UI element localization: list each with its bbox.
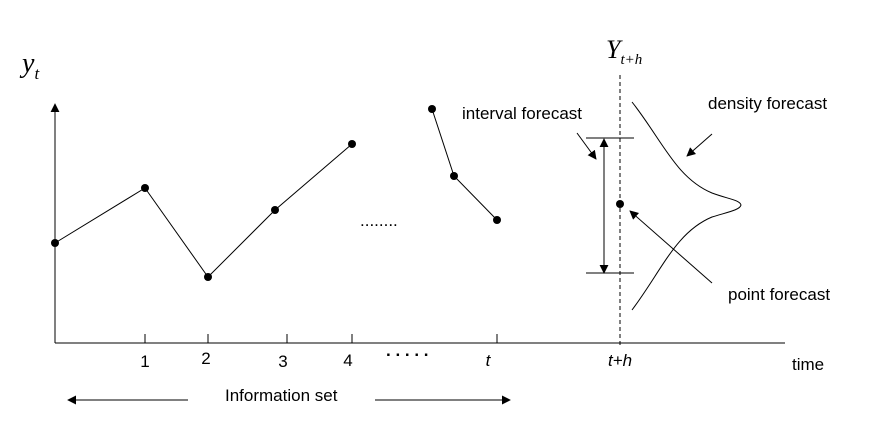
data-point (493, 216, 501, 224)
density-forecast-label: density forecast (708, 94, 827, 113)
observed-series-line (54, 143, 353, 278)
y-axis-label: yt (19, 48, 40, 83)
data-point (51, 239, 59, 247)
tick-label-t: t (486, 351, 492, 370)
interval-forecast-label: interval forecast (462, 104, 582, 123)
data-point (428, 105, 436, 113)
point-forecast-dot (616, 200, 624, 208)
tick-label-1: 1 (140, 352, 149, 371)
point-annotation-arrow (629, 210, 713, 284)
ellipsis-axis: . . . . . (386, 341, 429, 360)
time-axis-label: time (792, 355, 824, 374)
ellipsis-series: ........ (360, 211, 398, 230)
point-forecast-label: point forecast (728, 285, 830, 304)
density-forecast-curve (631, 101, 742, 311)
data-point (271, 206, 279, 214)
recent-series-line (431, 108, 498, 221)
density-annotation-arrow (686, 133, 713, 157)
data-point (204, 273, 212, 281)
data-point (141, 184, 149, 192)
data-point (348, 140, 356, 148)
tick-label-2: 2 (201, 349, 210, 368)
information-set-label: Information set (225, 386, 338, 405)
interval-annotation-arrow (576, 132, 597, 160)
tick-label-4: 4 (343, 351, 352, 370)
tick-label-3: 3 (278, 352, 287, 371)
tick-label-t-plus-h: t+h (608, 351, 632, 370)
data-point (450, 172, 458, 180)
future-value-label: Yt+h (606, 35, 642, 68)
